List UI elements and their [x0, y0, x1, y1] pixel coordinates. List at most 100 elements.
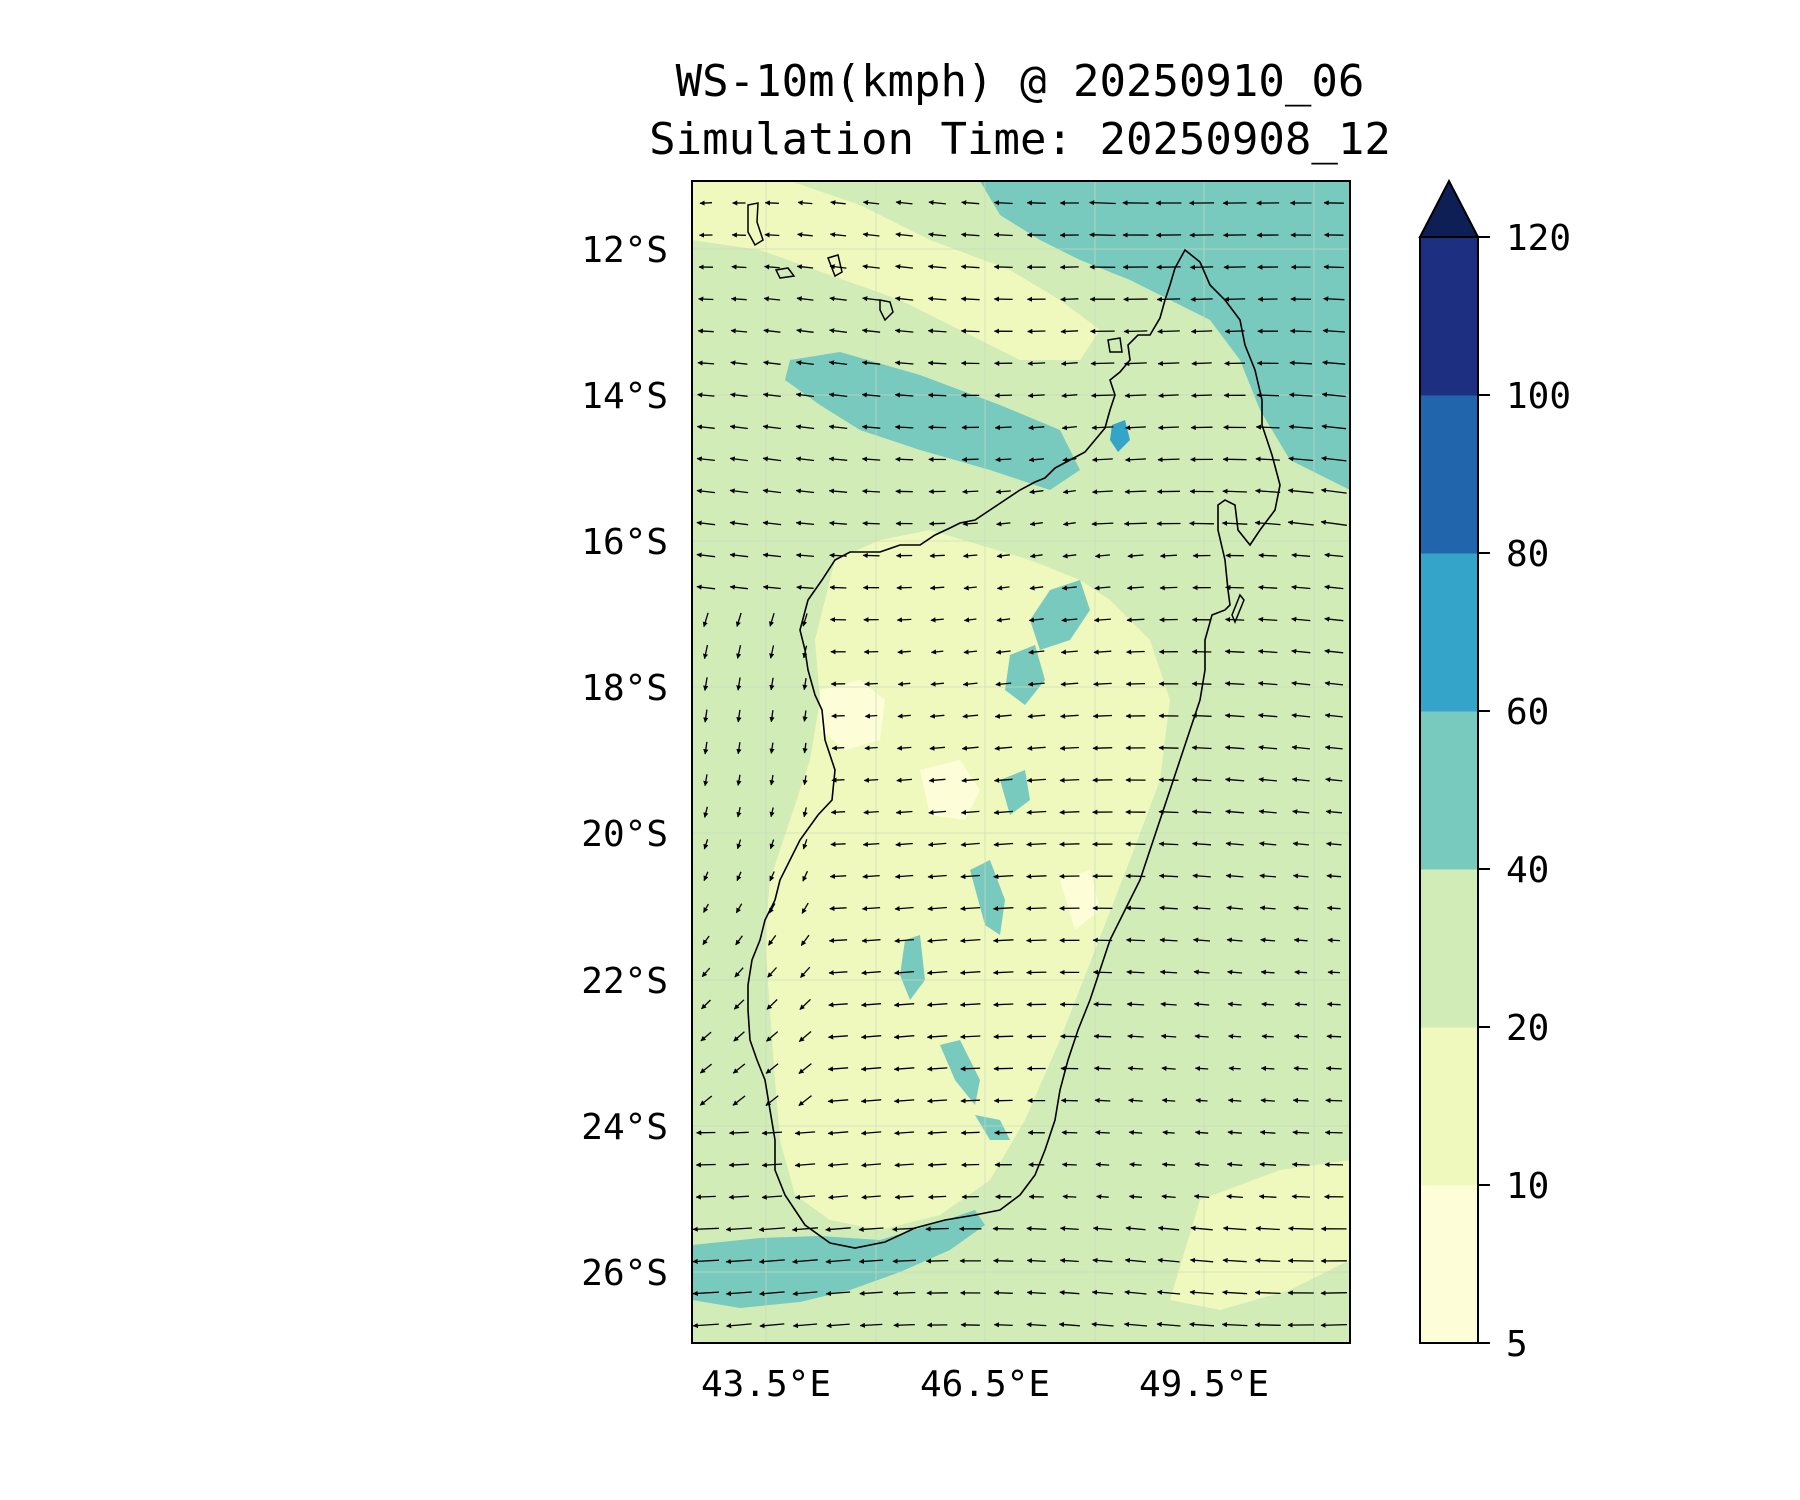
wind-arrow: [1258, 809, 1277, 815]
wind-arrow: [1227, 969, 1243, 975]
wind-arrow: [927, 328, 947, 334]
wind-arrow: [928, 232, 947, 238]
wind-arrow: [728, 1162, 749, 1168]
wind-arrow: [928, 777, 946, 783]
wind-arrow: [1225, 809, 1245, 815]
wind-arrow: [1254, 1290, 1281, 1296]
wind-arrow: [1026, 745, 1046, 751]
colorbar-tick-label: 120: [1506, 218, 1571, 259]
wind-arrow: [794, 1130, 816, 1136]
wind-arrow: [1128, 1194, 1143, 1200]
wind-arrow: [1160, 1001, 1177, 1007]
wind-arrow: [728, 1130, 749, 1136]
wind-arrow: [1324, 712, 1343, 719]
wind-arrow: [1293, 1033, 1308, 1039]
wind-arrow: [829, 873, 847, 879]
wind-arrow: [1159, 937, 1178, 943]
wind-arrow: [994, 392, 1013, 399]
wind-arrow: [927, 1194, 947, 1200]
wind-arrow: [732, 1095, 746, 1106]
wind-arrow: [960, 328, 980, 334]
wind-arrow: [860, 1130, 882, 1136]
wind-arrow: [1324, 584, 1344, 590]
wind-arrow: [1060, 649, 1078, 655]
wind-arrow: [692, 1226, 719, 1232]
wind-arrow: [1224, 328, 1245, 334]
wind-arrow: [993, 1290, 1013, 1296]
wind-arrow: [1027, 392, 1045, 399]
wind-arrow: [960, 905, 981, 912]
wind-arrow: [761, 1130, 783, 1136]
wind-arrow: [1192, 873, 1211, 879]
wind-arrow: [699, 200, 713, 206]
wind-arrow: [1159, 969, 1178, 975]
wind-arrow: [1157, 328, 1180, 335]
wind-arrow: [1026, 777, 1046, 783]
wind-arrow: [692, 1290, 719, 1297]
wind-arrow: [794, 1162, 816, 1168]
wind-arrow: [828, 456, 848, 462]
wind-arrow: [1224, 777, 1245, 783]
wind-arrow: [763, 264, 780, 270]
wind-arrow: [1324, 745, 1343, 751]
colorbar-segment: [1420, 1185, 1478, 1344]
wind-arrow: [1126, 1001, 1145, 1007]
wind-arrow: [1125, 873, 1146, 879]
wind-arrow: [696, 488, 716, 494]
wind-arrow: [802, 870, 808, 882]
wind-arrow: [929, 553, 945, 559]
wind-arrow: [892, 1290, 916, 1296]
wind-arrow: [695, 1162, 716, 1168]
wind-arrow: [1127, 1065, 1144, 1071]
wind-arrow: [829, 584, 847, 591]
wind-vector-field: [692, 200, 1348, 1329]
wind-arrow: [895, 232, 913, 238]
wind-arrow: [893, 970, 915, 976]
wind-arrow: [861, 392, 881, 398]
wind-arrow: [828, 424, 848, 430]
wind-arrow: [1123, 328, 1148, 334]
wind-arrow: [930, 649, 944, 655]
wind-arrow: [735, 612, 742, 627]
wind-arrow: [1125, 681, 1146, 687]
lon-tick-label: 43.5°E: [701, 1364, 831, 1405]
wind-arrow: [1225, 841, 1244, 847]
wind-arrow: [1126, 969, 1145, 975]
wind-arrow: [729, 392, 748, 398]
wind-arrow: [1092, 1225, 1112, 1232]
wind-arrow: [1192, 937, 1211, 943]
lon-tick-label: 49.5°E: [1139, 1364, 1269, 1405]
wind-arrow: [896, 617, 912, 623]
wind-arrow: [762, 552, 782, 558]
wind-arrow: [1260, 937, 1276, 943]
wind-arrow: [802, 742, 808, 754]
wind-arrow: [1124, 457, 1146, 463]
colorbar-extend-arrow: [1418, 178, 1480, 238]
wind-arrow: [1061, 585, 1077, 591]
wind-arrow: [729, 488, 749, 494]
contour-40-60-streak-5: [900, 935, 925, 1000]
wind-arrow: [1194, 1033, 1209, 1039]
wind-arrow: [1157, 360, 1180, 367]
wind-arrow: [1323, 264, 1345, 270]
wind-arrow: [993, 777, 1013, 783]
wind-arrow: [696, 424, 715, 430]
wind-arrow: [996, 553, 1010, 559]
wind-arrow: [703, 709, 709, 723]
wind-arrow: [863, 777, 879, 783]
wind-arrow: [926, 970, 948, 976]
wind-arrow: [995, 681, 1012, 687]
wind-arrow: [1222, 488, 1247, 494]
island-comoros-3: [827, 254, 843, 278]
wind-arrow: [927, 906, 947, 912]
wind-arrow: [993, 232, 1013, 238]
wind-arrow: [1326, 1001, 1341, 1007]
wind-arrow: [1323, 296, 1345, 302]
wind-arrow: [1259, 1129, 1276, 1136]
wind-arrow: [1159, 553, 1178, 559]
wind-arrow: [1326, 905, 1341, 911]
wind-arrow: [791, 1226, 818, 1233]
wind-arrow: [893, 1322, 915, 1328]
wind-arrow: [769, 774, 775, 786]
